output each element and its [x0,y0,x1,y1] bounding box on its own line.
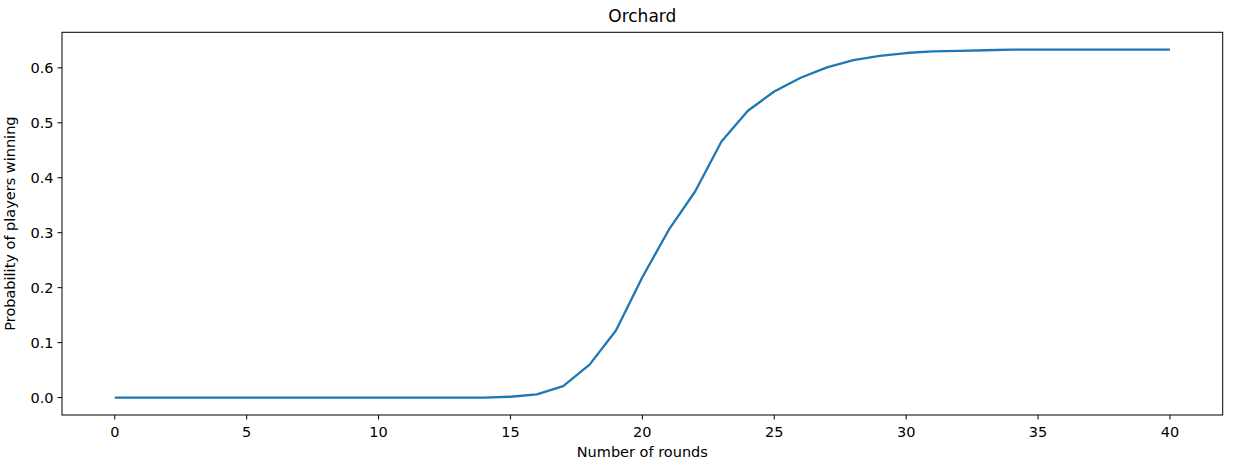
y-tick-label: 0.0 [30,390,53,406]
plot-area [62,32,1223,415]
x-tick-label: 5 [242,424,251,440]
y-tick-label: 0.2 [30,280,53,296]
x-tick-label: 40 [1161,424,1179,440]
y-axis-label: Probability of players winning [2,116,18,330]
y-tick-label: 0.4 [30,170,53,186]
x-tick-label: 0 [110,424,119,440]
chart-title: Orchard [608,6,676,26]
y-tick-label: 0.3 [30,225,53,241]
y-tick-label: 0.5 [30,115,53,131]
chart-canvas: 0 5 10 15 20 25 30 35 40 0.0 0.1 0.2 0.3 0.4 0.5 0.6 O… [0,0,1233,470]
x-tick-label: 35 [1029,424,1047,440]
y-axis-ticks: 0.0 0.1 0.2 0.3 0.4 0.5 0.6 [30,60,62,406]
y-tick-label: 0.1 [30,335,53,351]
x-axis-ticks: 0 5 10 15 20 25 30 35 40 [110,415,1179,440]
x-tick-label: 20 [633,424,651,440]
x-tick-label: 30 [897,424,915,440]
line-chart-figure: 0 5 10 15 20 25 30 35 40 0.0 0.1 0.2 0.3 0.4 0.5 0.6 O… [0,0,1233,470]
x-axis-label: Number of rounds [577,444,708,460]
x-tick-label: 10 [369,424,387,440]
x-tick-label: 15 [501,424,519,440]
y-tick-label: 0.6 [30,60,53,76]
x-tick-label: 25 [765,424,783,440]
